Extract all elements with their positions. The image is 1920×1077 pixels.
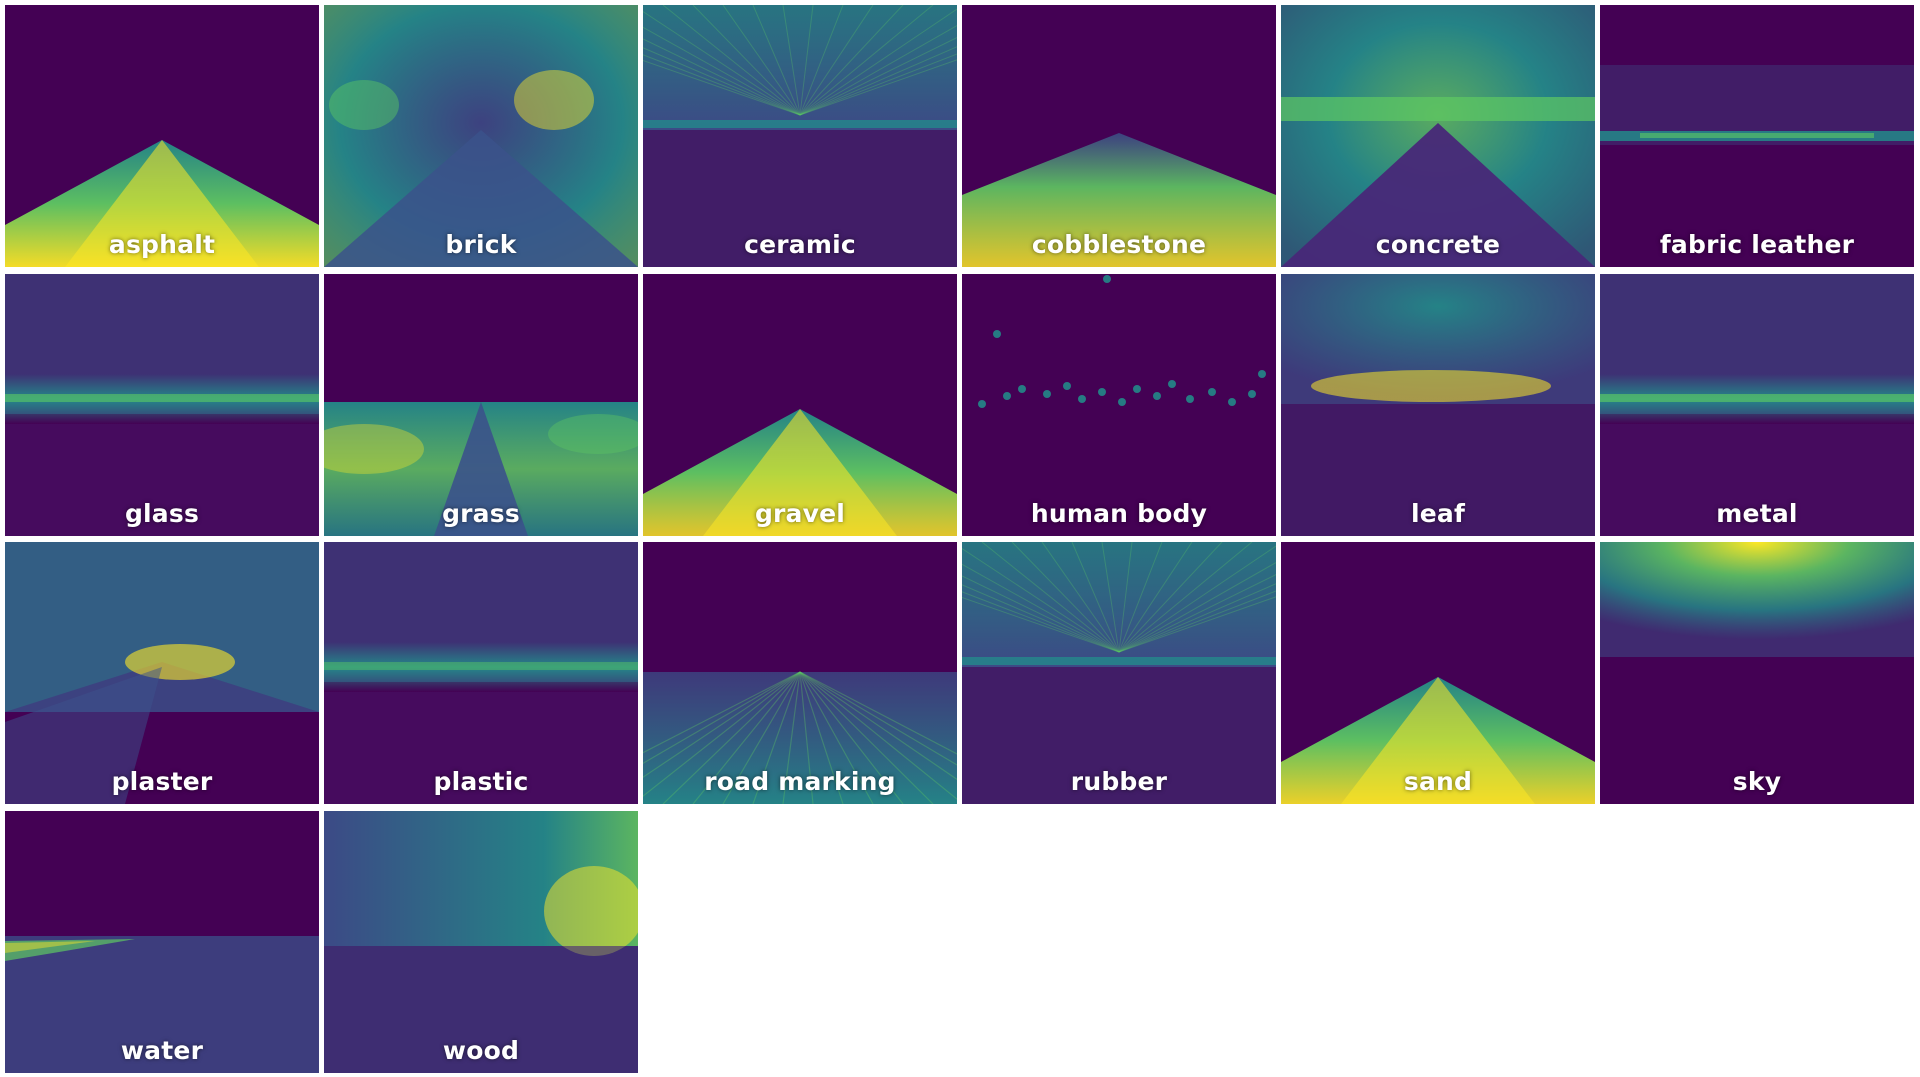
heatmap-image [324, 274, 638, 536]
tile-rubber: rubber [962, 542, 1276, 804]
tile-label: asphalt [108, 230, 216, 259]
tile-label: gravel [754, 499, 846, 528]
heatmap-image [643, 5, 957, 267]
tile-label: brick [445, 230, 517, 259]
heatmap-image [962, 5, 1276, 267]
tile-sand: sand [1281, 542, 1595, 804]
heatmap-image [1281, 542, 1595, 804]
tile-plaster: plaster [5, 542, 319, 804]
tile-label: human body [1030, 499, 1208, 528]
tile-label: plaster [111, 767, 213, 796]
tile-wood: wood [324, 811, 638, 1073]
tile-label: sand [1403, 767, 1473, 796]
tile-fabric-leather: fabric leather [1600, 5, 1914, 267]
tile-label: glass [124, 499, 200, 528]
tile-brick: brick [324, 5, 638, 267]
tile-label: wood [442, 1036, 520, 1065]
tile-label: water [120, 1036, 204, 1065]
tile-label: rubber [1070, 767, 1168, 796]
heatmap-image [5, 274, 319, 536]
tile-metal: metal [1600, 274, 1914, 536]
heatmap-image [324, 811, 638, 1073]
tile-label: cobblestone [1031, 230, 1207, 259]
tile-water: water [5, 811, 319, 1073]
tile-leaf: leaf [1281, 274, 1595, 536]
tile-label: plastic [433, 767, 529, 796]
tile-label: fabric leather [1659, 230, 1855, 259]
heatmap-image [5, 5, 319, 267]
heatmap-image [1600, 5, 1914, 267]
heatmap-image [1600, 542, 1914, 804]
tile-gravel: gravel [643, 274, 957, 536]
heatmap-image [5, 542, 319, 804]
heatmap-image [324, 5, 638, 267]
tile-asphalt: asphalt [5, 5, 319, 267]
tile-human-body: human body [962, 274, 1276, 536]
tile-road-marking: road marking [643, 542, 957, 804]
tile-grass: grass [324, 274, 638, 536]
tile-label: sky [1732, 767, 1782, 796]
heatmap-image [5, 811, 319, 1073]
heatmap-image [1281, 5, 1595, 267]
heatmap-image [324, 542, 638, 804]
tile-label: metal [1716, 499, 1798, 528]
heatmap-image [1281, 274, 1595, 536]
tile-concrete: concrete [1281, 5, 1595, 267]
tile-label: concrete [1375, 230, 1501, 259]
tile-label: grass [442, 499, 520, 528]
heatmap-image [643, 274, 957, 536]
heatmap-image [962, 274, 1276, 536]
heatmap-image [1600, 274, 1914, 536]
tile-sky: sky [1600, 542, 1914, 804]
tile-glass: glass [5, 274, 319, 536]
tile-plastic: plastic [324, 542, 638, 804]
tile-ceramic: ceramic [643, 5, 957, 267]
heatmap-image [962, 542, 1276, 804]
tile-label: ceramic [744, 230, 856, 259]
heatmap-image [643, 542, 957, 804]
tile-label: leaf [1410, 499, 1466, 528]
tile-label: road marking [704, 767, 896, 796]
tile-cobblestone: cobblestone [962, 5, 1276, 267]
